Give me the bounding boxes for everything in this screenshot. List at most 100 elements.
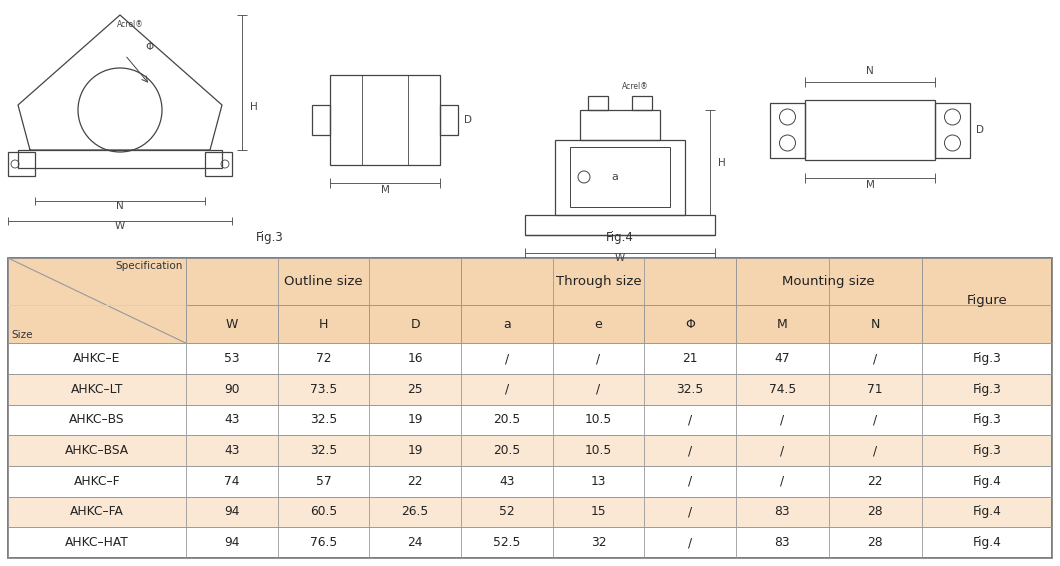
Text: /: / — [688, 475, 692, 488]
Bar — [570, 147, 670, 207]
Bar — [8, 152, 35, 176]
Text: 22: 22 — [867, 475, 883, 488]
Text: 19: 19 — [407, 444, 423, 457]
Bar — [588, 96, 608, 110]
Text: 47: 47 — [775, 352, 790, 365]
Bar — [8, 528, 1052, 558]
Text: 71: 71 — [867, 383, 883, 396]
Bar — [736, 258, 921, 306]
Text: AHKC–BS: AHKC–BS — [69, 413, 125, 426]
Text: /: / — [688, 444, 692, 457]
Bar — [187, 306, 278, 343]
Text: M: M — [866, 180, 874, 190]
Bar — [18, 150, 222, 168]
Text: /: / — [873, 444, 878, 457]
Text: 10.5: 10.5 — [585, 413, 612, 426]
Text: 53: 53 — [224, 352, 240, 365]
Text: AHKC–E: AHKC–E — [73, 352, 121, 365]
Text: W: W — [226, 318, 238, 331]
Text: 28: 28 — [867, 505, 883, 518]
Text: AHKC–LT: AHKC–LT — [71, 383, 123, 396]
Text: /: / — [597, 383, 600, 396]
Text: /: / — [780, 475, 784, 488]
Text: 72: 72 — [316, 352, 332, 365]
Text: Φ: Φ — [146, 42, 154, 52]
Text: M: M — [381, 185, 389, 195]
Text: 43: 43 — [499, 475, 514, 488]
Bar — [552, 306, 644, 343]
Text: D: D — [464, 115, 472, 125]
Text: Figure: Figure — [967, 294, 1007, 307]
Bar — [461, 258, 736, 306]
Bar — [805, 100, 935, 160]
Text: Through size: Through size — [555, 275, 641, 288]
Text: /: / — [873, 352, 878, 365]
Text: AHKC–FA: AHKC–FA — [70, 505, 124, 518]
Text: 43: 43 — [224, 444, 240, 457]
Text: AHKC–BSA: AHKC–BSA — [65, 444, 129, 457]
Bar — [935, 103, 970, 158]
Text: Fig.3: Fig.3 — [972, 444, 1002, 457]
Text: 32.5: 32.5 — [310, 444, 337, 457]
Text: 60.5: 60.5 — [310, 505, 337, 518]
Text: 32.5: 32.5 — [676, 383, 704, 396]
Bar — [644, 306, 736, 343]
Bar — [736, 306, 829, 343]
Bar — [187, 258, 461, 306]
Text: D: D — [410, 318, 420, 331]
Text: 32: 32 — [590, 536, 606, 549]
Text: 52: 52 — [499, 505, 514, 518]
Text: /: / — [688, 536, 692, 549]
Bar — [921, 258, 1052, 343]
Text: 74: 74 — [224, 475, 240, 488]
Text: 28: 28 — [867, 536, 883, 549]
Text: 73.5: 73.5 — [310, 383, 337, 396]
Text: a: a — [502, 318, 511, 331]
Bar — [369, 306, 461, 343]
Text: Fig.4: Fig.4 — [972, 505, 1002, 518]
Text: 19: 19 — [407, 413, 423, 426]
Text: Specification: Specification — [116, 261, 183, 271]
Bar — [8, 258, 1052, 558]
Text: H: H — [718, 157, 726, 168]
Text: Fig.3: Fig.3 — [972, 413, 1002, 426]
Bar — [8, 343, 1052, 374]
Bar — [330, 75, 440, 165]
Bar — [8, 435, 1052, 466]
Bar — [205, 152, 232, 176]
Text: Mounting size: Mounting size — [782, 275, 876, 288]
Text: /: / — [597, 352, 600, 365]
Text: 83: 83 — [775, 536, 790, 549]
Bar — [278, 306, 369, 343]
Text: 52.5: 52.5 — [493, 536, 520, 549]
Text: 20.5: 20.5 — [493, 413, 520, 426]
Text: Acrel®: Acrel® — [117, 20, 143, 29]
Text: Fig.3: Fig.3 — [972, 383, 1002, 396]
Text: /: / — [873, 413, 878, 426]
Text: 26.5: 26.5 — [402, 505, 429, 518]
Text: H: H — [250, 102, 258, 112]
Text: 13: 13 — [590, 475, 606, 488]
Text: Fig.3: Fig.3 — [972, 352, 1002, 365]
Text: AHKC–F: AHKC–F — [74, 475, 121, 488]
Text: /: / — [688, 413, 692, 426]
Bar — [770, 103, 805, 158]
Text: 94: 94 — [224, 505, 240, 518]
Bar — [580, 110, 660, 140]
Text: Fig.4: Fig.4 — [606, 231, 634, 245]
Text: 21: 21 — [683, 352, 697, 365]
Text: /: / — [505, 383, 509, 396]
Text: 94: 94 — [224, 536, 240, 549]
Text: /: / — [780, 444, 784, 457]
Text: e: e — [595, 318, 602, 331]
Text: 90: 90 — [224, 383, 240, 396]
Bar — [8, 374, 1052, 405]
Text: Outline size: Outline size — [284, 275, 363, 288]
Text: Acrel®: Acrel® — [621, 82, 649, 91]
Text: 83: 83 — [775, 505, 790, 518]
Bar — [555, 140, 685, 215]
Bar — [8, 466, 1052, 496]
Text: W: W — [615, 253, 625, 263]
Text: Fig.4: Fig.4 — [972, 475, 1002, 488]
Text: /: / — [505, 352, 509, 365]
